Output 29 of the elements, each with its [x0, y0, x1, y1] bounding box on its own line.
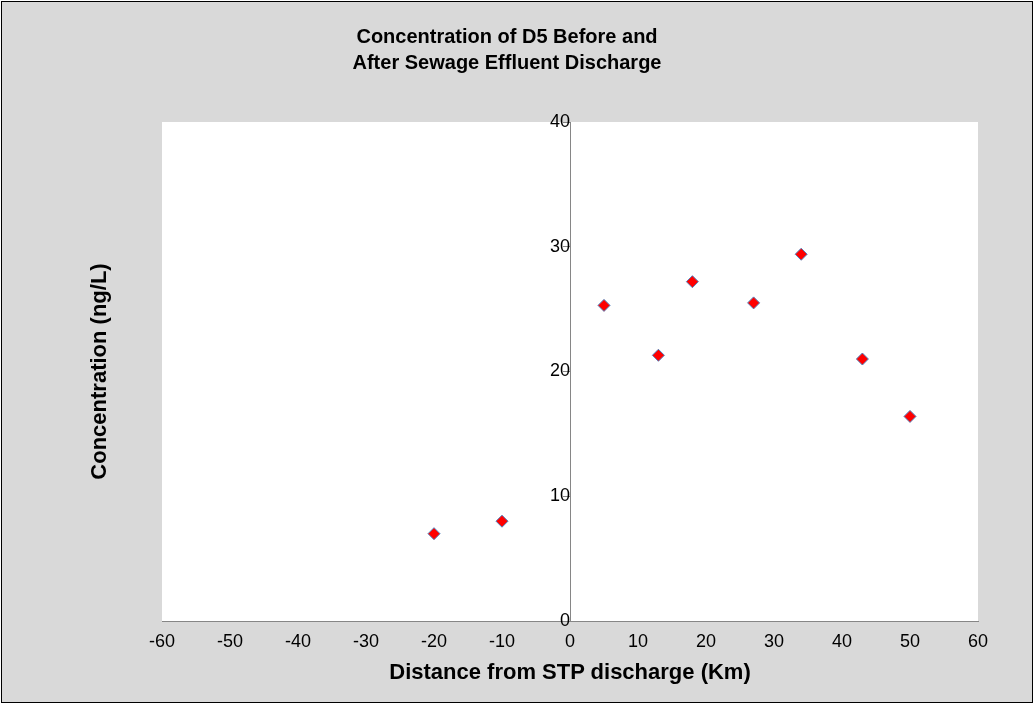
x-tick-label: 30	[763, 630, 785, 651]
y-tick-label: 10	[549, 485, 570, 506]
x-tick-label: -20	[420, 630, 448, 651]
point	[794, 247, 808, 261]
y-tick-label: 40	[549, 110, 570, 131]
x-tick-label: 60	[967, 630, 989, 651]
chart-title: Concentration of D5 Before and After Sewage Effluent Discharge	[352, 24, 662, 73]
x-tick-label: -30	[352, 630, 380, 651]
x-tick-label: 40	[831, 630, 853, 651]
x-tick-label: 10	[627, 630, 649, 651]
point	[427, 527, 441, 541]
x-tick-label: -50	[216, 630, 244, 651]
y-tick-label: 0	[559, 609, 570, 630]
y-axis-title: Concentration (ng/L)	[86, 263, 112, 480]
point	[855, 352, 869, 366]
x-axis-title: Distance from STP discharge (Km)	[389, 658, 751, 684]
point	[651, 348, 665, 362]
point	[747, 296, 761, 310]
x-tick-label: 20	[695, 630, 717, 651]
x-tick-label: 50	[899, 630, 921, 651]
point	[597, 298, 611, 312]
point	[685, 275, 699, 289]
y-tick-label: 30	[549, 235, 570, 256]
x-tick-label: -10	[488, 630, 516, 651]
point	[495, 514, 509, 528]
x-tick-label: -40	[284, 630, 312, 651]
x-tick-label: -60	[148, 630, 176, 651]
point	[903, 409, 917, 423]
y-tick-label: 20	[549, 360, 570, 381]
